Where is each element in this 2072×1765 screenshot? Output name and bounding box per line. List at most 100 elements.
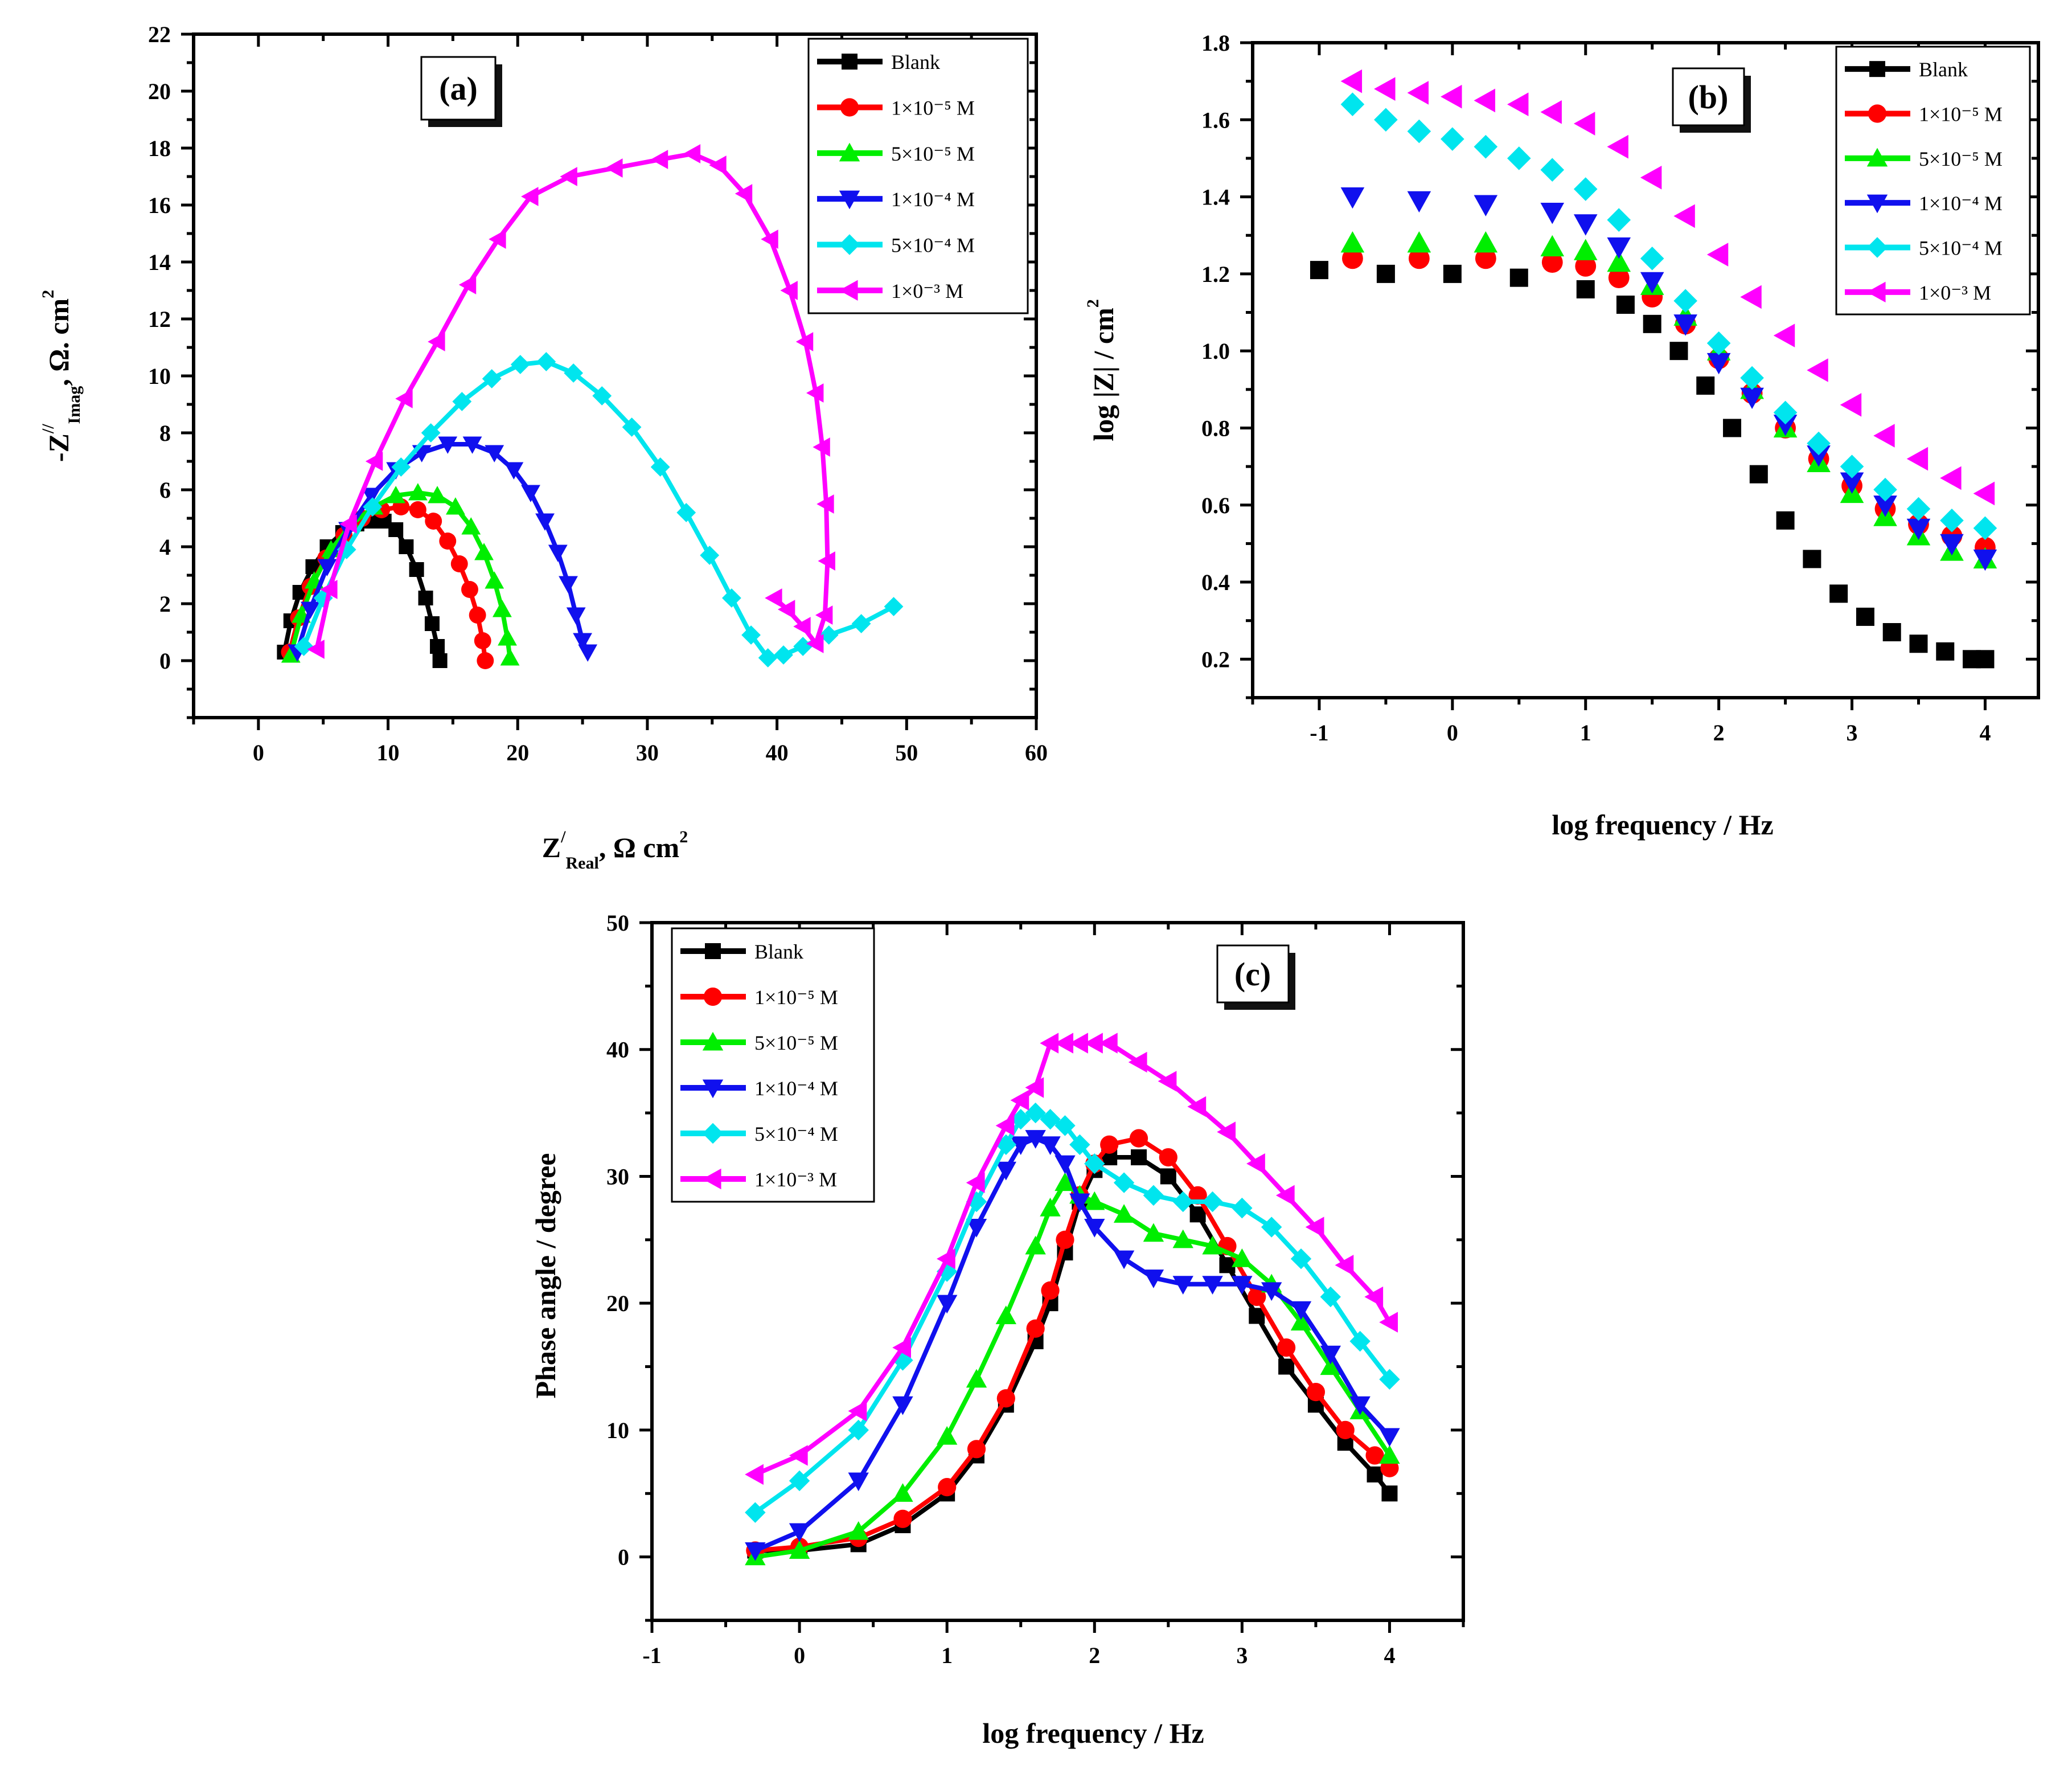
data-point: [428, 486, 447, 503]
data-point: [1906, 518, 1931, 540]
legend-label: 1×10⁻⁴ M: [1919, 192, 2003, 215]
series-5: [745, 1033, 1398, 1485]
data-point: [1098, 1033, 1118, 1054]
data-point: [884, 597, 904, 616]
data-point: [758, 648, 778, 667]
data-point: [1381, 1485, 1398, 1502]
data-point: [789, 1470, 810, 1492]
plot-frame: [650, 921, 1465, 1622]
data-point: [817, 494, 834, 514]
data-point: [307, 640, 325, 659]
data-point: [848, 1400, 867, 1422]
legend: Blank 1×10⁻⁵ M 5×10⁻⁵ M 1×10⁻⁴ M 5×10⁻⁴ M 1×1…: [671, 927, 875, 1203]
x-tick-label: 20: [506, 740, 529, 765]
data-point: [461, 517, 481, 535]
data-point: [966, 1369, 987, 1388]
panel-label: (a): [439, 70, 478, 107]
legend-marker: [839, 142, 860, 162]
data-point: [1507, 92, 1529, 117]
data-point: [409, 562, 424, 577]
data-point: [966, 1191, 987, 1213]
data-point: [560, 167, 577, 186]
legend-entry: 5×10⁻⁴ M: [680, 1123, 838, 1145]
legend-entry: 1×0⁻³ M: [1845, 281, 1991, 304]
data-point: [362, 488, 381, 505]
data-point: [700, 546, 720, 565]
y-tick-label: 0: [159, 648, 171, 674]
series-0: [1310, 261, 1995, 669]
legend-label: 5×10⁻⁴ M: [891, 234, 975, 257]
data-point: [1696, 376, 1715, 395]
legend-marker: [702, 1031, 724, 1051]
data-point: [774, 645, 793, 665]
legend-marker: [1866, 281, 1886, 303]
data-point: [1776, 511, 1795, 530]
data-point: [548, 544, 568, 562]
data-point: [1055, 1155, 1076, 1174]
data-point: [1143, 1270, 1164, 1288]
data-point: [1261, 1282, 1282, 1301]
data-point: [1573, 214, 1598, 236]
axis-ticks: -1 0 1 2 3 4 0.2 0.4 0.6 0.8 1.0 1.2 1.4 1.6 1.8: [1201, 30, 2038, 746]
data-point: [745, 1502, 766, 1523]
data-point: [1290, 1301, 1312, 1320]
legend-entry: 5×10⁻⁴ M: [1845, 237, 2003, 260]
legend-entry: 5×10⁻⁴ M: [817, 234, 975, 257]
legend-box: [1835, 46, 2031, 316]
data-point: [848, 1419, 869, 1441]
data-point: [1232, 1197, 1253, 1219]
data-point: [1976, 650, 1995, 669]
data-point: [317, 559, 337, 576]
data-point: [421, 423, 441, 443]
legend-marker: [702, 1123, 724, 1144]
legend-entry: 5×10⁻⁵ M: [817, 142, 975, 165]
data-point: [848, 1521, 869, 1540]
data-point: [1290, 1248, 1312, 1270]
data-point: [339, 514, 357, 534]
legend-entry: 1×0⁻³ M: [817, 280, 963, 302]
data-point: [1010, 1090, 1029, 1111]
data-point: [1172, 1276, 1193, 1295]
data-point: [450, 555, 468, 572]
x-tick-label: 4: [1979, 720, 1991, 746]
data-point: [1131, 1149, 1147, 1166]
data-series: [277, 144, 904, 669]
data-point: [1026, 1319, 1045, 1338]
data-point: [1246, 1153, 1265, 1174]
data-point: [1882, 623, 1901, 641]
data-point: [848, 1472, 869, 1492]
data-point: [1807, 431, 1831, 456]
data-point: [893, 1509, 912, 1528]
data-point: [498, 628, 517, 646]
legend-entry: 5×10⁻⁵ M: [1845, 148, 2003, 170]
data-point: [446, 497, 465, 515]
data-point: [1873, 495, 1897, 517]
data-point: [1040, 1109, 1061, 1130]
data-point: [1873, 424, 1895, 448]
data-point: [1540, 203, 1565, 224]
data-point: [1129, 1129, 1148, 1148]
data-point: [1340, 69, 1363, 93]
data-point: [1100, 1135, 1119, 1154]
data-point: [1084, 1218, 1105, 1238]
data-point: [425, 513, 442, 530]
data-point: [438, 436, 458, 454]
legend-marker: [839, 234, 860, 255]
series-line: [314, 151, 830, 650]
legend-entry: Blank: [680, 940, 803, 963]
data-point: [1143, 1185, 1164, 1206]
legend-marker: [839, 190, 860, 210]
data-point: [605, 158, 623, 178]
data-point: [1873, 477, 1897, 502]
data-point: [735, 184, 753, 203]
data-point: [780, 281, 798, 300]
data-point: [1189, 1206, 1206, 1223]
data-point: [1340, 231, 1365, 253]
y-tick-label: 0.6: [1201, 493, 1230, 518]
data-point: [1856, 607, 1874, 626]
data-point: [1840, 393, 1862, 417]
data-point: [1025, 1102, 1046, 1124]
